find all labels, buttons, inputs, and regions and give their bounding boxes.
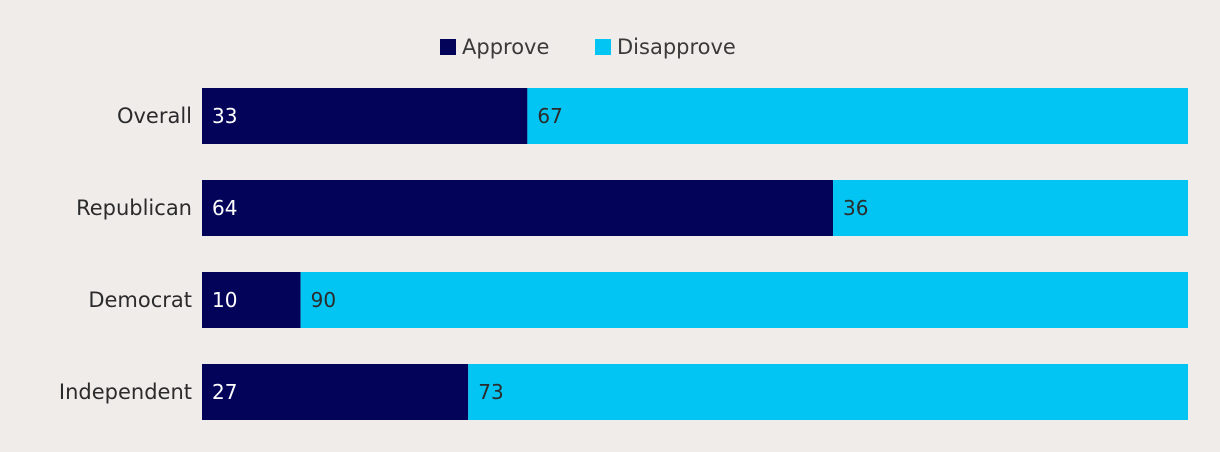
- value-label-independent-disapprove: 73: [478, 380, 503, 404]
- legend: Approve Disapprove: [440, 35, 736, 59]
- bars: [202, 88, 1189, 420]
- bar-democrat-approve: [202, 272, 301, 328]
- value-label-independent-approve: 27: [212, 380, 237, 404]
- bar-republican-disapprove: [833, 180, 1188, 236]
- category-label-overall: Overall: [117, 104, 192, 128]
- value-label-democrat-approve: 10: [212, 288, 237, 312]
- bar-overall-approve: [202, 88, 528, 144]
- category-label-democrat: Democrat: [88, 288, 192, 312]
- legend-label-disapprove: Disapprove: [617, 35, 736, 59]
- value-label-overall-disapprove: 67: [537, 104, 562, 128]
- bar-democrat-disapprove: [300, 272, 1189, 328]
- legend-swatch-approve: [440, 39, 456, 55]
- legend-swatch-disapprove: [595, 39, 611, 55]
- value-label-overall-approve: 33: [212, 104, 237, 128]
- bar-republican-approve: [202, 180, 834, 236]
- bar-overall-disapprove: [527, 88, 1188, 144]
- value-label-republican-disapprove: 36: [843, 196, 868, 220]
- category-label-independent: Independent: [59, 380, 192, 404]
- value-label-republican-approve: 64: [212, 196, 237, 220]
- category-label-republican: Republican: [76, 196, 192, 220]
- category-labels: Overall Republican Democrat Independent: [59, 104, 192, 404]
- value-label-democrat-disapprove: 90: [311, 288, 336, 312]
- legend-label-approve: Approve: [462, 35, 549, 59]
- bar-independent-approve: [202, 364, 469, 420]
- bar-independent-disapprove: [468, 364, 1189, 420]
- value-labels: 33 67 64 36 10 90 27 73: [212, 104, 868, 404]
